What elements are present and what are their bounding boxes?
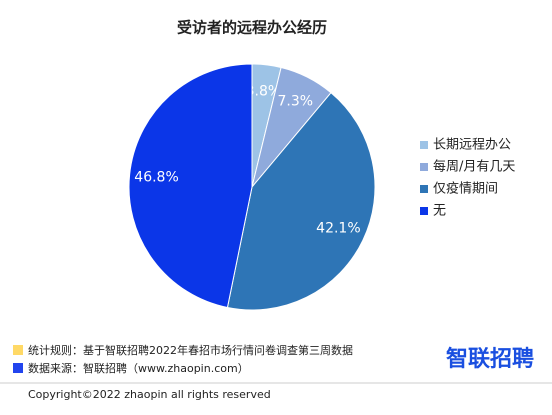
note: 统计规则：基于智联招聘2022年春招市场行情问卷调查第三周数据 xyxy=(28,343,353,357)
legend-label: 长期远程办公 xyxy=(433,138,511,153)
legend-label: 仅疫情期间 xyxy=(433,181,498,197)
note-marker xyxy=(13,345,23,355)
pie-slice xyxy=(226,92,376,311)
legend-marker xyxy=(420,185,428,193)
data-label: 42.1% xyxy=(316,221,360,237)
data-label: 7.3% xyxy=(277,93,313,109)
logo: 智联招聘 xyxy=(446,346,534,372)
copyright: Copyright©2022 zhaopin all rights reserv… xyxy=(28,388,271,401)
legend-label: 无 xyxy=(433,204,446,219)
legend-marker xyxy=(420,141,428,149)
legend-marker xyxy=(420,163,428,171)
pie-slice xyxy=(128,63,253,309)
note-marker xyxy=(13,363,23,373)
chart-title: 受访者的远程办公经历 xyxy=(177,19,327,37)
legend-marker xyxy=(420,207,428,215)
data-label: 46.8% xyxy=(134,169,178,185)
data-label: 3.8% xyxy=(246,84,282,100)
note: 数据来源：智联招聘（www.zhaopin.com） xyxy=(28,361,249,375)
legend-label: 每周/月有几天 xyxy=(433,159,515,175)
